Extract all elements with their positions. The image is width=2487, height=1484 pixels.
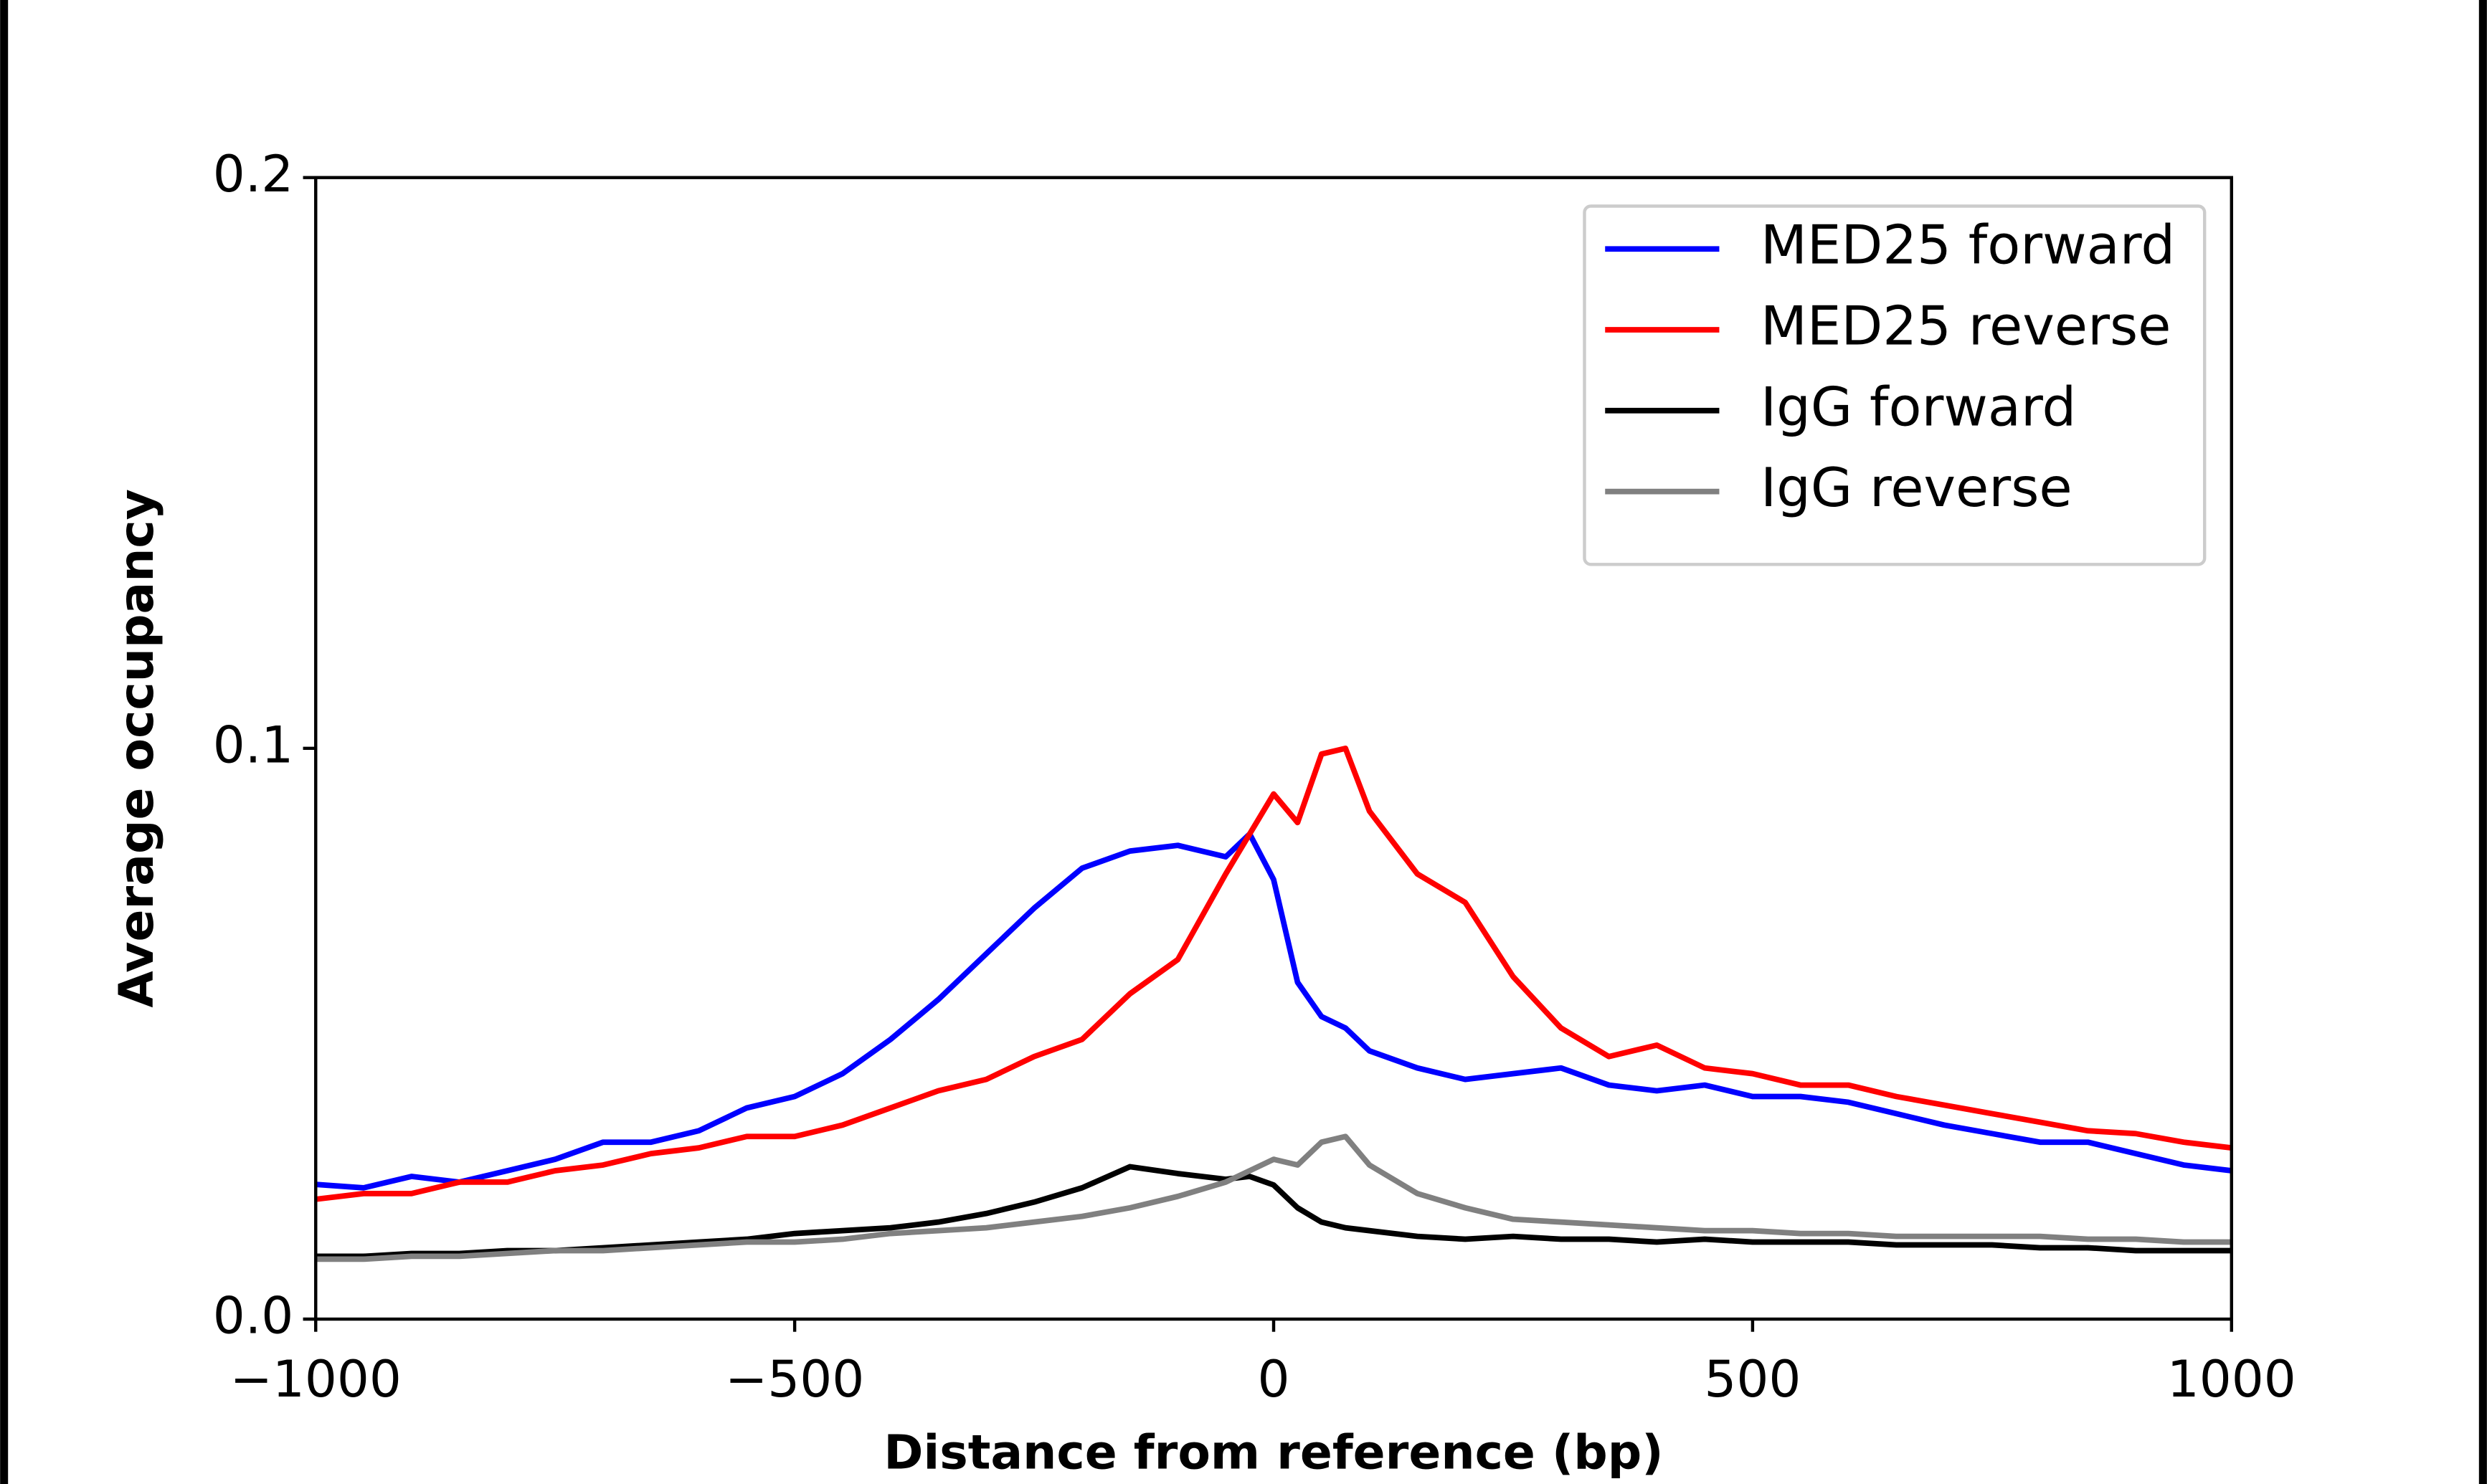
x-tick-label: −1000 bbox=[230, 1349, 402, 1409]
x-tick-label: 1000 bbox=[2167, 1349, 2296, 1409]
series-line bbox=[316, 1133, 2232, 1262]
series-line bbox=[315, 745, 2232, 1202]
x-tick-label: −500 bbox=[725, 1349, 864, 1409]
x-axis-label: Distance from reference (bp) bbox=[884, 1424, 1663, 1480]
y-tick-label: 0.0 bbox=[213, 1286, 294, 1346]
series-line bbox=[315, 831, 2232, 1191]
legend-label: MED25 forward bbox=[1761, 214, 2175, 277]
legend: MED25 forward MED25 reverse IgG forward IgG… bbox=[1583, 204, 2207, 566]
frame-edge bbox=[2478, 0, 2487, 1484]
legend-box bbox=[1583, 204, 2207, 566]
x-tick-label: 500 bbox=[1704, 1349, 1801, 1409]
y-axis-label: Average occupancy bbox=[108, 489, 164, 1008]
y-tick-label: 0.1 bbox=[213, 715, 294, 774]
plot-frame bbox=[314, 176, 2234, 1321]
x-tick-label: 0 bbox=[1258, 1349, 1290, 1409]
y-tick-label: 0.2 bbox=[213, 144, 294, 204]
frame-edge bbox=[0, 0, 9, 1484]
series-line bbox=[316, 1164, 2232, 1260]
legend-label: IgG reverse bbox=[1761, 456, 2072, 519]
legend-label: MED25 reverse bbox=[1761, 295, 2171, 358]
legend-label: IgG forward bbox=[1761, 375, 2076, 438]
